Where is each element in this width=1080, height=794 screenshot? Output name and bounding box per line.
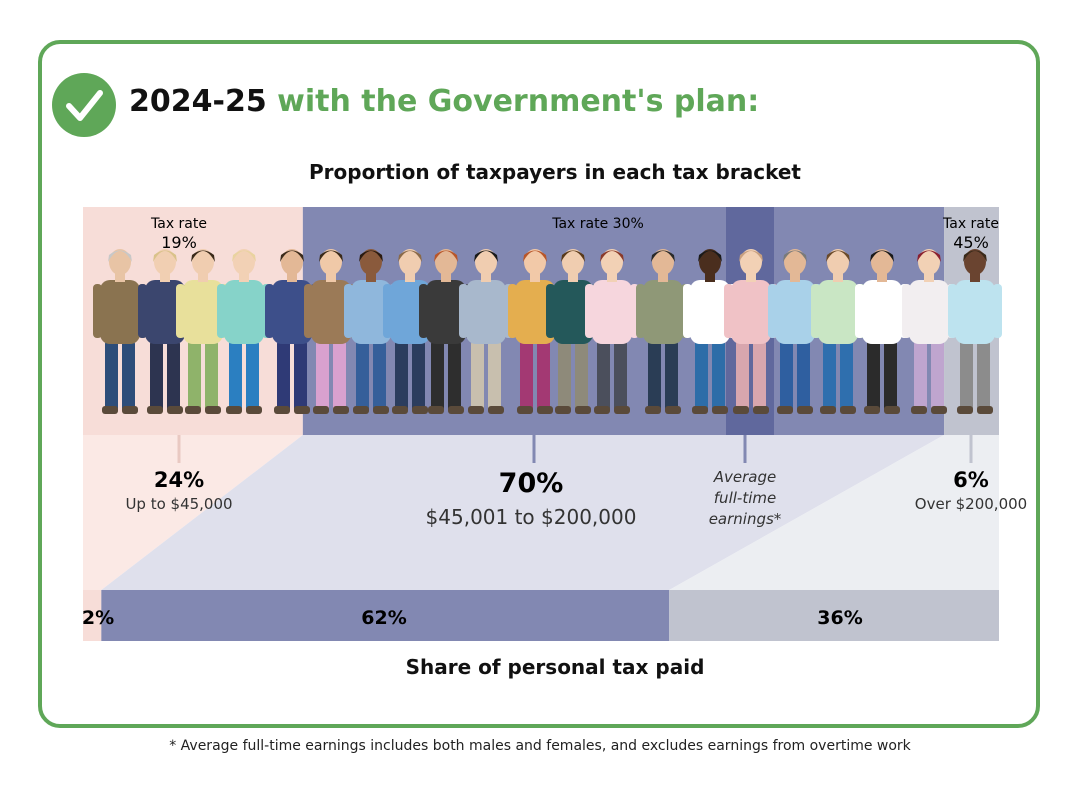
fan-mid-bracket [101, 435, 945, 590]
tax-paid-label-high: 36% [817, 607, 862, 629]
person-figure [459, 249, 513, 414]
rate-label-low-1: Tax rate [150, 216, 207, 232]
taxpayers-illustration [93, 249, 1002, 414]
percent-label-high: 6% [953, 468, 989, 492]
rate-label-high-2: 45% [953, 233, 989, 252]
fan-low-bracket [83, 435, 303, 590]
chart-title: Proportion of taxpayers in each tax brac… [309, 160, 801, 184]
person-figure [344, 249, 398, 414]
page-title: 2024-25 with the Government's plan: [129, 84, 759, 119]
tax-paid-bar-low [83, 590, 102, 641]
chart-xlabel: Share of personal tax paid [405, 655, 705, 679]
person-figure [508, 249, 562, 414]
fan-high-bracket [669, 435, 999, 590]
rate-label-high-1: Tax rate [942, 216, 999, 232]
person-figure [419, 249, 473, 414]
card-frame [38, 40, 1040, 728]
tax-paid-label-low: 2% [82, 607, 114, 629]
percent-label-low: 24% [154, 468, 204, 492]
rate-label-mid: Tax rate 30% [551, 216, 644, 232]
marker-label-line-2: full-time [714, 489, 776, 507]
range-label-high: Over $200,000 [915, 495, 1027, 513]
checkmark-icon [52, 73, 116, 137]
tax-paid-bar-mid [101, 590, 670, 641]
footnote: * Average full-time earnings includes bo… [169, 738, 911, 754]
person-figure [217, 249, 271, 414]
person-figure [948, 249, 1002, 414]
range-label-low: Up to $45,000 [125, 495, 232, 513]
person-figure [768, 249, 822, 414]
marker-label-line-3: earnings* [709, 510, 782, 528]
range-label-mid: $45,001 to $200,000 [426, 505, 637, 529]
title-year: 2024-25 [129, 84, 267, 119]
person-figure [811, 249, 865, 414]
rate-label-low-2: 19% [161, 233, 197, 252]
tax-paid-bar-high [669, 590, 999, 641]
marker-label-line-1: Average [713, 468, 776, 486]
title-plan: with the Government's plan: [277, 84, 760, 119]
tax-paid-label-mid: 62% [361, 607, 406, 629]
percent-label-mid: 70% [499, 468, 564, 499]
person-figure [304, 249, 358, 414]
